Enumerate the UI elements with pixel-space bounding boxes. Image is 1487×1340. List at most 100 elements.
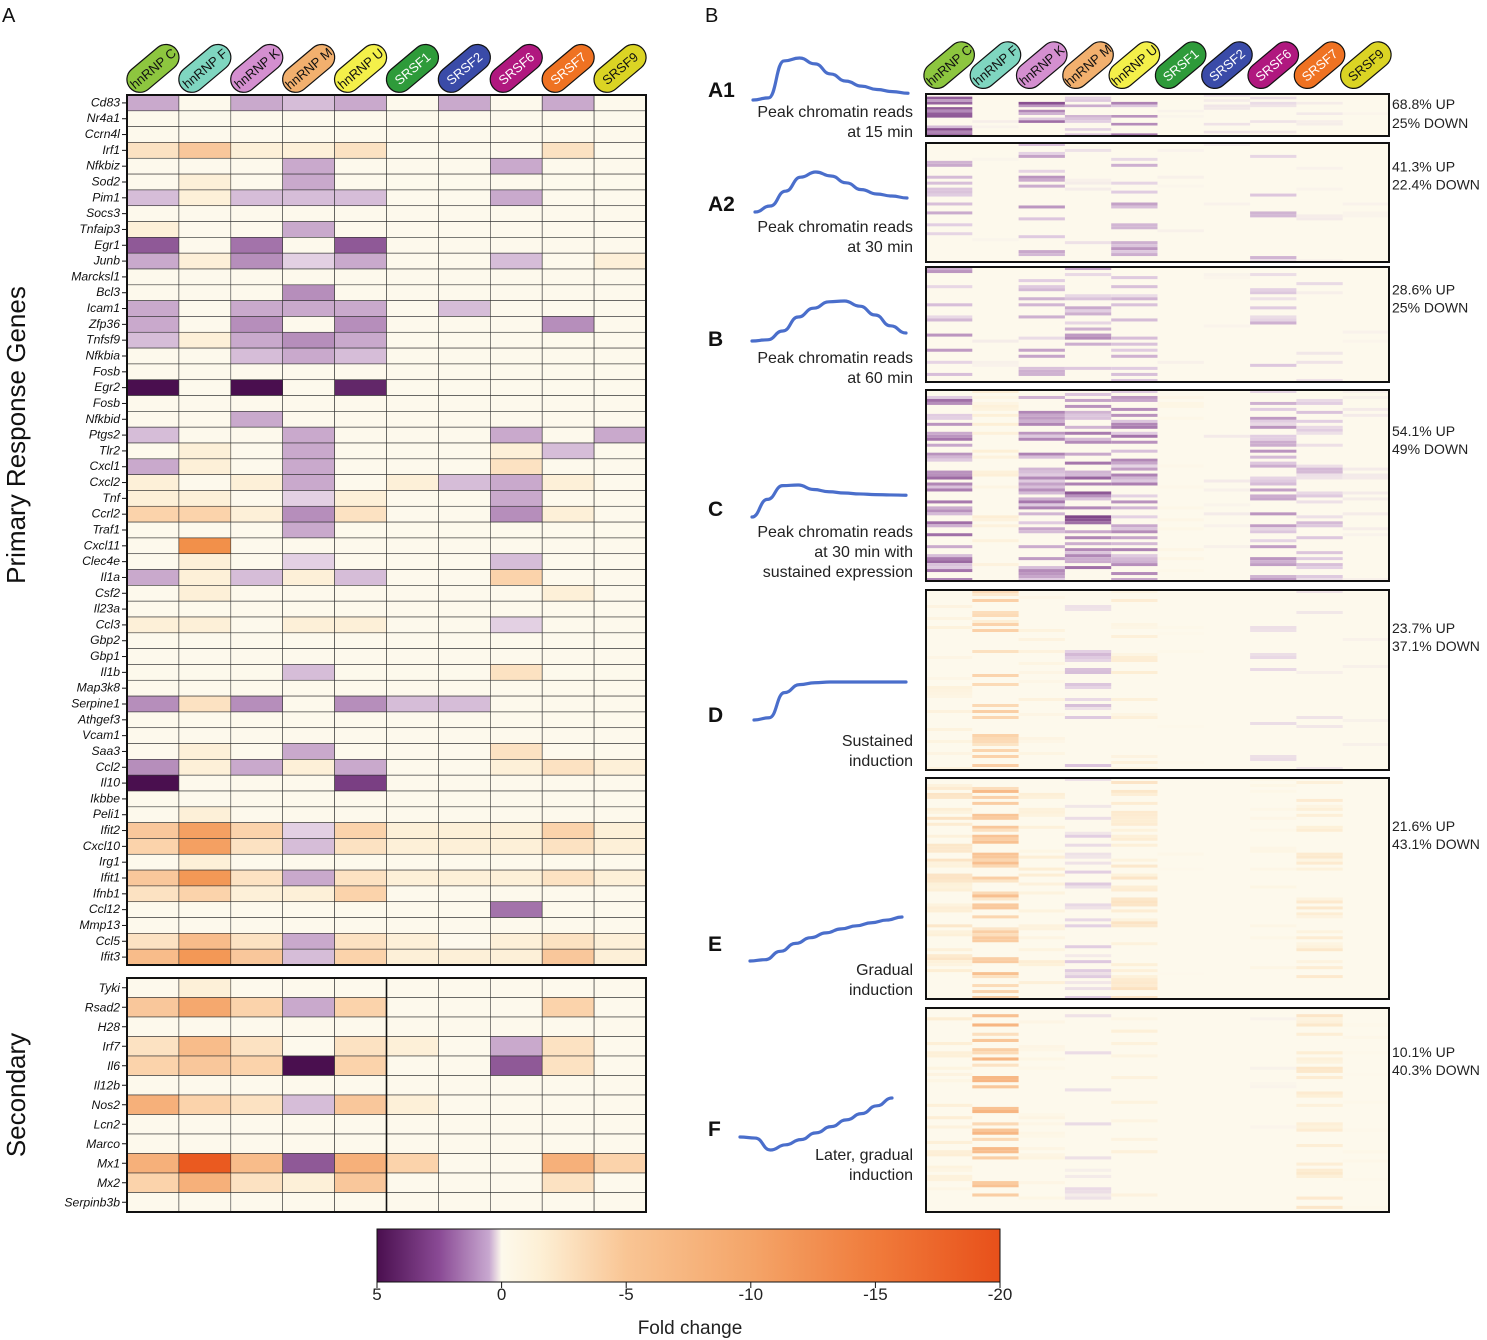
a-primary-cell	[386, 933, 439, 950]
cluster-row-mark	[1064, 816, 1112, 820]
a-secondary-cell	[282, 977, 335, 998]
cluster-row-mark	[1250, 416, 1297, 420]
a-primary-cell	[334, 695, 387, 713]
cluster-row-mark	[1296, 575, 1343, 579]
a-secondary-cell	[593, 1036, 647, 1057]
a-primary-cell	[282, 490, 335, 507]
a-primary-cell	[230, 347, 284, 365]
cluster-row-mark	[1111, 623, 1158, 626]
a-primary-cell	[438, 157, 491, 175]
a-primary-cell	[334, 173, 387, 191]
cluster-row-mark	[1064, 497, 1112, 501]
a-secondary-cell	[178, 977, 232, 998]
a-secondary-cell	[593, 1133, 647, 1154]
cluster-row-mark	[1111, 101, 1158, 105]
cluster-up-percent: 21.6% UP	[1392, 818, 1455, 834]
a-secondary-cell	[334, 1192, 387, 1213]
a-secondary-cell	[541, 977, 595, 998]
cluster-description: at 60 min	[847, 370, 913, 387]
cluster-row-mark	[1296, 975, 1343, 979]
cluster-row-mark	[1018, 285, 1065, 289]
a-primary-gene-label: Junb	[93, 254, 121, 268]
a-primary-cell	[282, 268, 335, 286]
a-primary-cell	[438, 885, 491, 903]
a-primary-cell	[282, 679, 335, 697]
a-secondary-cell	[386, 1075, 439, 1096]
cluster-row-mark	[1250, 1082, 1297, 1086]
a-primary-cell	[386, 94, 439, 112]
a-primary-cell	[593, 537, 647, 555]
cluster-row-mark	[1018, 416, 1065, 420]
a-primary-gene-label: Il1b	[100, 665, 120, 679]
a-primary-cell	[541, 395, 595, 412]
cluster-row-mark	[1250, 783, 1297, 787]
a-primary-cell	[334, 616, 387, 634]
cluster-row-mark	[1342, 665, 1389, 668]
cluster-row-mark	[972, 789, 1019, 793]
cluster-row-mark	[1203, 545, 1251, 549]
cluster-row-mark	[926, 187, 973, 191]
cluster-row-mark	[1250, 1125, 1297, 1129]
cluster-row-mark	[972, 590, 1019, 593]
cluster-row-mark	[1111, 524, 1158, 528]
a-primary-cell	[282, 537, 335, 555]
cluster-description: at 30 min	[847, 239, 913, 256]
cluster-row-mark	[1018, 569, 1065, 573]
a-primary-cell	[541, 537, 595, 555]
cluster-row-mark	[1296, 467, 1343, 471]
a-secondary-cell	[230, 1036, 284, 1057]
cluster-row-mark	[926, 175, 973, 179]
a-primary-cell	[541, 300, 595, 317]
cluster-row-mark	[1111, 122, 1158, 126]
cluster-row-mark	[1064, 1187, 1112, 1191]
cluster-row-mark	[1111, 548, 1158, 552]
cluster-row-mark	[1111, 390, 1158, 393]
cluster-row-mark	[1157, 1165, 1204, 1169]
cluster-row-mark	[1203, 276, 1251, 280]
cluster-row-mark	[1018, 680, 1065, 683]
cluster-row-mark	[1203, 503, 1251, 507]
a-primary-cell	[282, 933, 335, 950]
a-primary-cell	[126, 458, 180, 475]
cluster-row-mark	[972, 413, 1019, 417]
a-primary-cell	[438, 347, 491, 365]
cluster-row-mark	[1250, 425, 1297, 429]
a-primary-cell	[438, 869, 491, 887]
cluster-row-mark	[1111, 873, 1158, 877]
a-primary-cell	[282, 363, 335, 381]
cluster-row-mark	[1342, 202, 1389, 206]
cluster-row-mark	[1064, 128, 1112, 131]
a-primary-cell	[334, 711, 387, 729]
cluster-row-mark	[1064, 336, 1112, 340]
a-primary-cell	[438, 395, 491, 412]
cluster-row-mark	[1111, 858, 1158, 862]
a-primary-cell	[230, 505, 284, 523]
cluster-row-mark	[1250, 101, 1297, 105]
cluster-row-mark	[1064, 716, 1112, 719]
a-primary-cell	[541, 426, 595, 444]
cluster-row-mark	[1111, 810, 1158, 814]
a-primary-cell	[438, 521, 491, 539]
a-primary-cell	[178, 426, 232, 444]
cluster-row-mark	[1111, 464, 1158, 468]
a-primary-cell	[230, 316, 284, 333]
cluster-row-mark	[926, 372, 973, 376]
cluster-row-mark	[972, 1076, 1019, 1080]
a-primary-cell	[489, 300, 543, 317]
cluster-row-mark	[1111, 241, 1158, 245]
a-primary-gene-label: Traf1	[92, 522, 120, 536]
cluster-row-mark	[1157, 725, 1204, 728]
a-secondary-cell	[230, 1114, 284, 1135]
cluster-row-mark	[1064, 413, 1112, 417]
cluster-row-mark	[1111, 348, 1158, 352]
a-primary-cell	[282, 142, 335, 159]
a-primary-cell	[178, 759, 232, 776]
a-secondary-cell	[334, 1016, 387, 1037]
cluster-row-mark	[1018, 482, 1065, 486]
cluster-row-mark	[1250, 1017, 1297, 1021]
colorbar-tick-label: -15	[863, 1285, 888, 1304]
cluster-row-mark	[1296, 1171, 1343, 1175]
cluster-up-percent: 10.1% UP	[1392, 1044, 1455, 1060]
a-primary-cell	[386, 474, 439, 491]
a-primary-cell	[541, 743, 595, 760]
